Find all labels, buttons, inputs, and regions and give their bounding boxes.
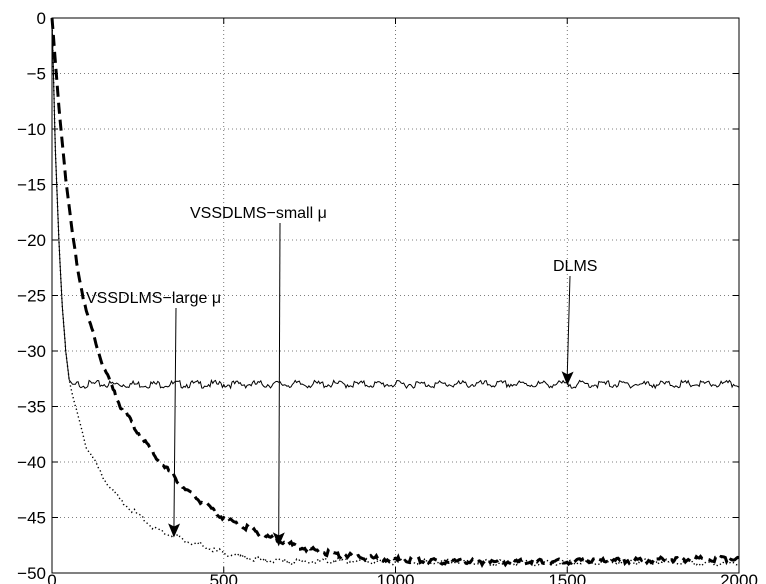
y-tick-label: −20 (17, 231, 46, 250)
y-tick-label: −5 (27, 65, 46, 84)
x-tick-label: 500 (210, 571, 238, 584)
series-line-solid (51, 17, 740, 390)
annotation-layer: VSSDLMS−small μ DLMS VSSDLMS−large μ (86, 205, 597, 547)
annotation-label: VSSDLMS−small μ (190, 205, 327, 222)
y-tick-label: −25 (17, 287, 46, 306)
annotation-label: VSSDLMS−large μ (86, 290, 221, 307)
annotation-arrow-line (566, 275, 571, 376)
y-tick-label: −40 (17, 453, 46, 472)
series-line-dotted (51, 17, 740, 567)
grid-layer (52, 18, 739, 573)
annotation-label: DLMS (553, 258, 597, 275)
annotation-arrow-head (168, 523, 181, 538)
x-tick-label: 0 (47, 571, 56, 584)
annotation-arrow-head (561, 371, 574, 386)
y-tick-label: −35 (17, 398, 46, 417)
y-tick-label: −10 (17, 120, 46, 139)
axes: 0 500 1000 1500 2000 0 −5 −10 −15 −20 −25 −30 −35 −40… (17, 9, 758, 584)
annotation-arrow-line (173, 307, 177, 528)
x-tick-label: 1000 (377, 571, 415, 584)
x-tick-label: 1500 (548, 571, 586, 584)
y-tick-label: 0 (37, 9, 46, 28)
annotation-arrow-head (272, 532, 285, 547)
x-tick-label: 2000 (720, 571, 758, 584)
y-tick-label: −50 (17, 564, 46, 583)
annotation-arrow-line (278, 222, 281, 537)
y-tick-label: −45 (17, 509, 46, 528)
series-layer (50, 17, 740, 568)
y-tick-label: −30 (17, 342, 46, 361)
y-tick-label: −15 (17, 176, 46, 195)
